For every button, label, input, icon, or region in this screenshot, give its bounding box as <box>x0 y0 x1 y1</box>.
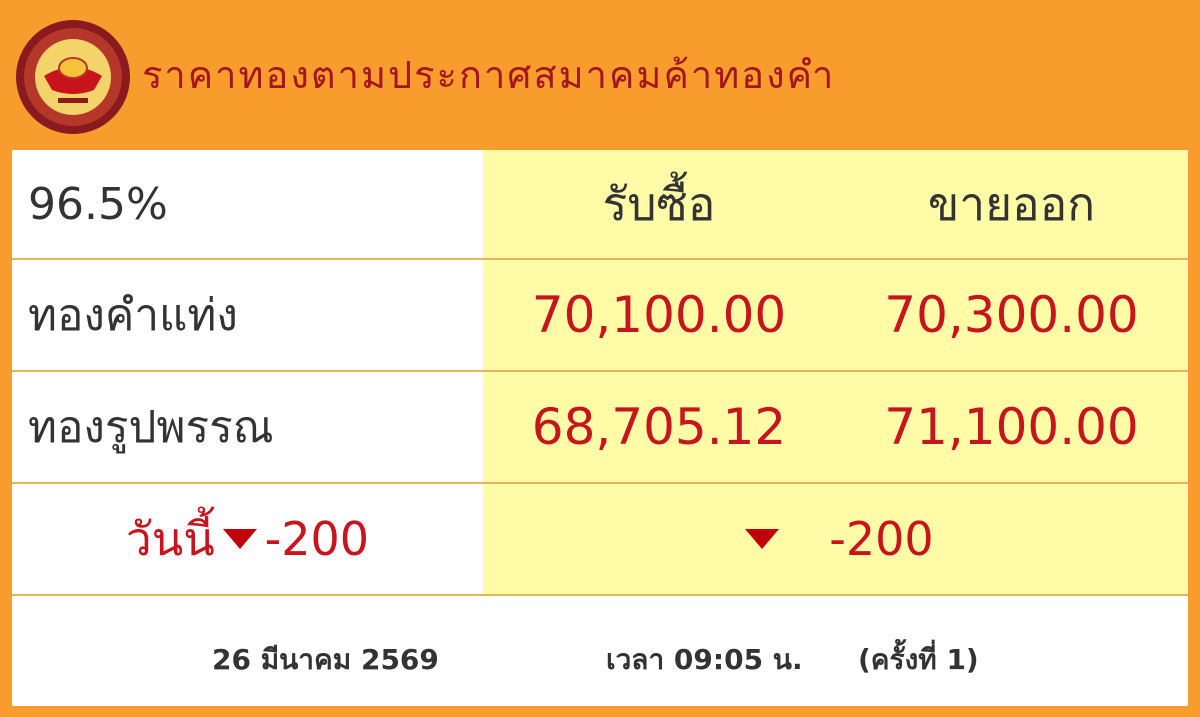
today-change: วันนี้ -200 <box>12 484 483 594</box>
buy-price: 70,100.00 <box>531 286 787 344</box>
change-value-right: -200 <box>829 512 934 566</box>
purity-label: 96.5% <box>12 150 483 258</box>
gold-price-table: 96.5% รับซื้อ ขายออก ทองคำแท่ง 70,100.00… <box>12 150 1188 706</box>
down-arrow-icon <box>222 529 257 549</box>
buy-column-header: รับซื้อ <box>602 176 716 231</box>
association-logo <box>16 20 130 134</box>
announcement-time: เวลา 09:05 น. <box>606 643 803 676</box>
sell-column-header: ขายออก <box>927 176 1096 231</box>
page-title: ราคาทองตามประกาศสมาคมค้าทองคำ <box>142 53 836 97</box>
sell-price: 70,300.00 <box>884 286 1139 344</box>
header: ราคาทองตามประกาศสมาคมค้าทองคำ <box>0 0 1200 150</box>
announcement-footer: 26 มีนาคม 2569 เวลา 09:05 น. (ครั้งที่ 1… <box>12 596 1188 706</box>
buy-price: 68,705.12 <box>531 398 787 456</box>
change-right: -200 <box>483 484 1188 594</box>
sell-price: 71,100.00 <box>884 398 1139 456</box>
table-header-row: 96.5% รับซื้อ ขายออก <box>12 150 1188 260</box>
down-arrow-icon <box>745 529 780 549</box>
announcement-round: (ครั้งที่ 1) <box>858 643 979 676</box>
table-row: ทองคำแท่ง 70,100.00 70,300.00 <box>12 260 1188 372</box>
row-label: ทองคำแท่ง <box>12 260 483 370</box>
row-label: ทองรูปพรรณ <box>12 372 483 482</box>
announcement-date: 26 มีนาคม 2569 <box>212 643 439 676</box>
table-row: ทองรูปพรรณ 68,705.12 71,100.00 <box>12 372 1188 484</box>
change-value-left: -200 <box>264 512 370 566</box>
change-row: วันนี้ -200 -200 <box>12 484 1188 596</box>
today-label: วันนี้ <box>125 511 215 566</box>
